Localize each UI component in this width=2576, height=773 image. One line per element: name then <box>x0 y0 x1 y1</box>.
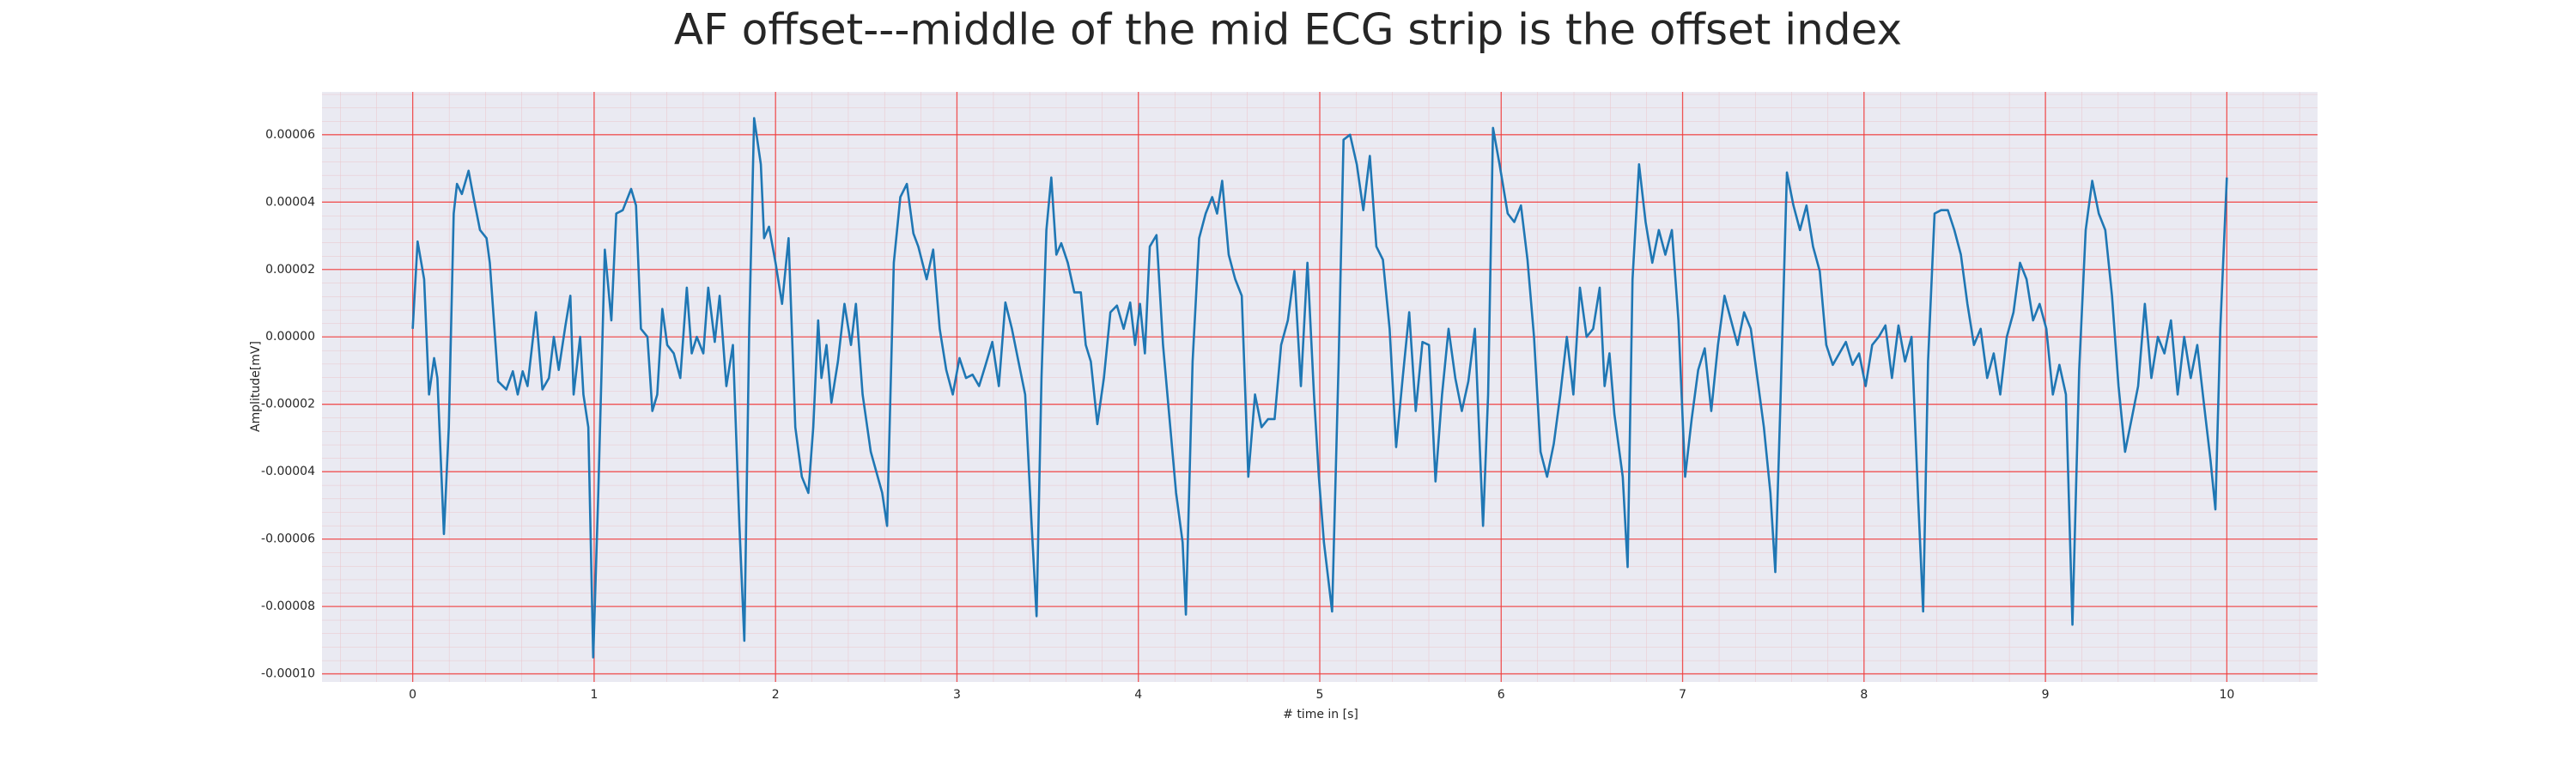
x-tick-label: 10 <box>2219 688 2234 702</box>
y-tick-label: 0.00002 <box>265 263 315 277</box>
ecg-line <box>411 117 2228 659</box>
y-tick-label: -0.00006 <box>261 533 315 546</box>
x-tick-label: 0 <box>409 688 416 702</box>
x-tick-label: 3 <box>953 688 961 702</box>
x-tick-label: 6 <box>1498 688 1505 702</box>
x-tick-label: 4 <box>1134 688 1142 702</box>
x-tick-label: 5 <box>1316 688 1324 702</box>
y-tick-label: -0.00010 <box>261 667 315 681</box>
y-tick-label: 0.00000 <box>265 330 315 344</box>
x-tick-label: 1 <box>590 688 598 702</box>
y-tick-label: -0.00008 <box>261 600 315 613</box>
chart-title: AF offset---middle of the mid ECG strip … <box>674 5 1902 55</box>
y-tick-label: 0.00004 <box>265 195 315 209</box>
x-tick-label: 9 <box>2042 688 2050 702</box>
x-axis-label: # time in [s] <box>1283 708 1358 721</box>
y-tick-label: -0.00002 <box>261 398 315 411</box>
y-tick-label: -0.00004 <box>261 465 315 478</box>
y-tick-label: 0.00006 <box>265 128 315 142</box>
y-axis-label: Amplitude[mV] <box>249 341 263 432</box>
x-tick-label: 2 <box>772 688 780 702</box>
x-tick-label: 7 <box>1679 688 1686 702</box>
x-tick-label: 8 <box>1860 688 1868 702</box>
